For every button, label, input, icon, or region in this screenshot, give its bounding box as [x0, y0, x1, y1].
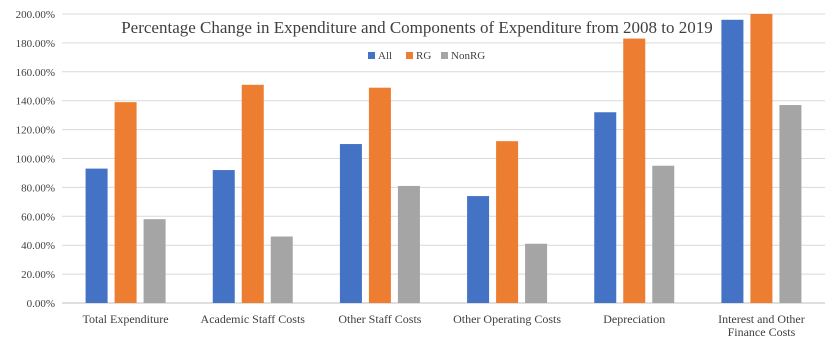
bar-nonrg	[779, 105, 802, 303]
bar-all	[212, 170, 235, 303]
bar-nonrg	[270, 236, 293, 303]
y-tick-label: 180.00%	[16, 38, 55, 50]
y-axis-ticks: 0.00% 20.00% 40.00% 60.00% 80.00% 100.00% 120.…	[16, 9, 55, 310]
x-axis-categories: Total Expenditure Academic Staff Costs Oth…	[83, 312, 805, 338]
x-category-label: Interest and Other	[718, 312, 805, 326]
legend: All RG NonRG	[368, 50, 485, 62]
legend-label-all: All	[378, 50, 392, 62]
y-tick-label: 100.00%	[16, 154, 55, 166]
bar-all	[721, 19, 744, 304]
x-category-label: Other Operating Costs	[453, 312, 561, 326]
x-category-label: Finance Costs	[728, 325, 796, 338]
x-category-label: Academic Staff Costs	[201, 312, 306, 326]
legend-label-nonrg: NonRG	[451, 50, 485, 62]
bar-nonrg	[652, 165, 675, 303]
legend-label-rg: RG	[416, 50, 431, 62]
x-category-label: Other Staff Costs	[338, 312, 421, 326]
y-tick-label: 200.00%	[16, 9, 55, 21]
y-tick-label: 20.00%	[21, 269, 55, 281]
x-category-label: Depreciation	[603, 312, 665, 326]
legend-swatch-all	[368, 52, 375, 59]
bar-all	[85, 168, 108, 303]
bar-rg	[241, 84, 264, 304]
y-tick-label: 120.00%	[16, 125, 55, 137]
y-tick-label: 40.00%	[21, 240, 55, 252]
bar-nonrg	[397, 185, 420, 303]
gridlines	[62, 13, 825, 304]
bar-rg	[623, 38, 646, 303]
x-category-label: Total Expenditure	[83, 312, 169, 326]
legend-swatch-rg	[406, 52, 413, 59]
chart-title: Percentage Change in Expenditure and Com…	[121, 18, 713, 37]
y-tick-label: 60.00%	[21, 211, 55, 223]
bar-rg	[750, 14, 773, 303]
bar-rg	[368, 87, 391, 303]
bar-rg	[496, 141, 519, 303]
bars	[85, 14, 802, 304]
bar-all	[339, 144, 362, 303]
bar-nonrg	[143, 219, 166, 303]
y-tick-label: 80.00%	[21, 182, 55, 194]
y-tick-label: 140.00%	[16, 96, 55, 108]
bar-nonrg	[525, 243, 548, 303]
bar-rg	[114, 102, 137, 304]
bar-all	[594, 112, 617, 303]
y-tick-label: 0.00%	[27, 298, 55, 310]
legend-swatch-nonrg	[441, 52, 448, 59]
y-tick-label: 160.00%	[16, 67, 55, 79]
bar-all	[467, 196, 490, 303]
